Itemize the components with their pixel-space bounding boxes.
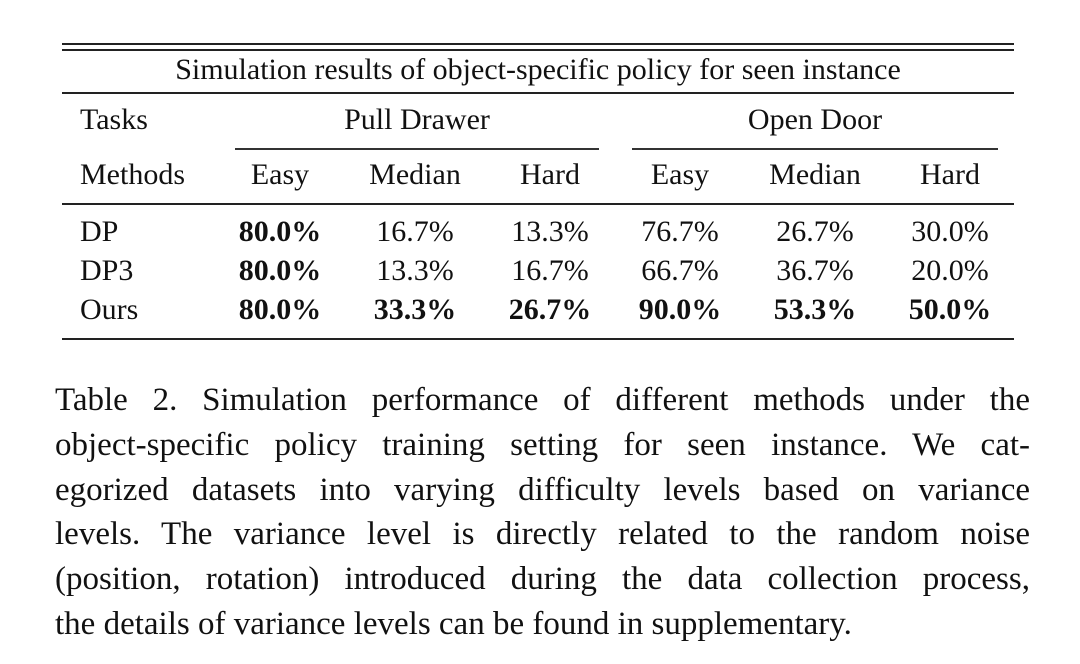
group-rule-open-door — [632, 148, 998, 150]
table-header-rule — [62, 203, 1014, 205]
table-cell: 16.7% — [511, 254, 589, 287]
level-header: Easy — [250, 158, 310, 191]
caption-line: the details of variance levels can be fo… — [55, 605, 852, 642]
table-cell: 13.3% — [511, 215, 589, 248]
level-header: Easy — [650, 158, 710, 191]
table-title: Simulation results of object-specific po… — [175, 53, 901, 86]
table-title-rule — [62, 92, 1014, 94]
row-method-dp: DP — [80, 215, 119, 248]
table-cell: 13.3% — [376, 254, 454, 287]
table-cell: 26.7% — [508, 293, 592, 326]
row-method-dp3: DP3 — [80, 254, 134, 287]
group-rule-pull-drawer — [235, 148, 599, 150]
level-header: Hard — [920, 158, 980, 191]
caption-line: object-specific policy training setting … — [55, 426, 1030, 463]
caption-line: egorized datasets into varying difficult… — [55, 471, 1030, 508]
table-top-rule — [62, 43, 1014, 45]
table-cell: 76.7% — [641, 215, 719, 248]
table-bottom-rule — [62, 338, 1014, 340]
table-cell: 80.0% — [238, 254, 322, 287]
caption-line: Table 2. Simulation performance of diffe… — [55, 382, 1030, 418]
group-header-pull-drawer: Pull Drawer — [344, 103, 490, 136]
level-header: Median — [369, 158, 461, 191]
caption-line: levels. The variance level is directly r… — [55, 516, 1030, 553]
level-header: Median — [769, 158, 861, 191]
caption-line: (position, rotation) introduced during t… — [55, 561, 1030, 598]
row-method-ours: Ours — [80, 293, 139, 326]
table-cell: 33.3% — [373, 293, 457, 326]
table-cell: 20.0% — [911, 254, 989, 287]
table-cell: 66.7% — [641, 254, 719, 287]
table-cell: 80.0% — [238, 215, 322, 248]
table-cell: 36.7% — [776, 254, 854, 287]
tasks-label: Tasks — [80, 103, 148, 136]
methods-label: Methods — [80, 158, 185, 191]
table-cell: 16.7% — [376, 215, 454, 248]
table-cell: 80.0% — [238, 293, 322, 326]
group-header-open-door: Open Door — [747, 103, 883, 136]
table-cell: 90.0% — [638, 293, 722, 326]
table-top-rule-double — [62, 49, 1014, 51]
table-cell: 30.0% — [911, 215, 989, 248]
level-header: Hard — [520, 158, 580, 191]
table-caption: Table 2. Simulation performance of diffe… — [55, 378, 1030, 647]
table-cell: 50.0% — [908, 293, 992, 326]
table-cell: 26.7% — [776, 215, 854, 248]
table-cell: 53.3% — [773, 293, 857, 326]
